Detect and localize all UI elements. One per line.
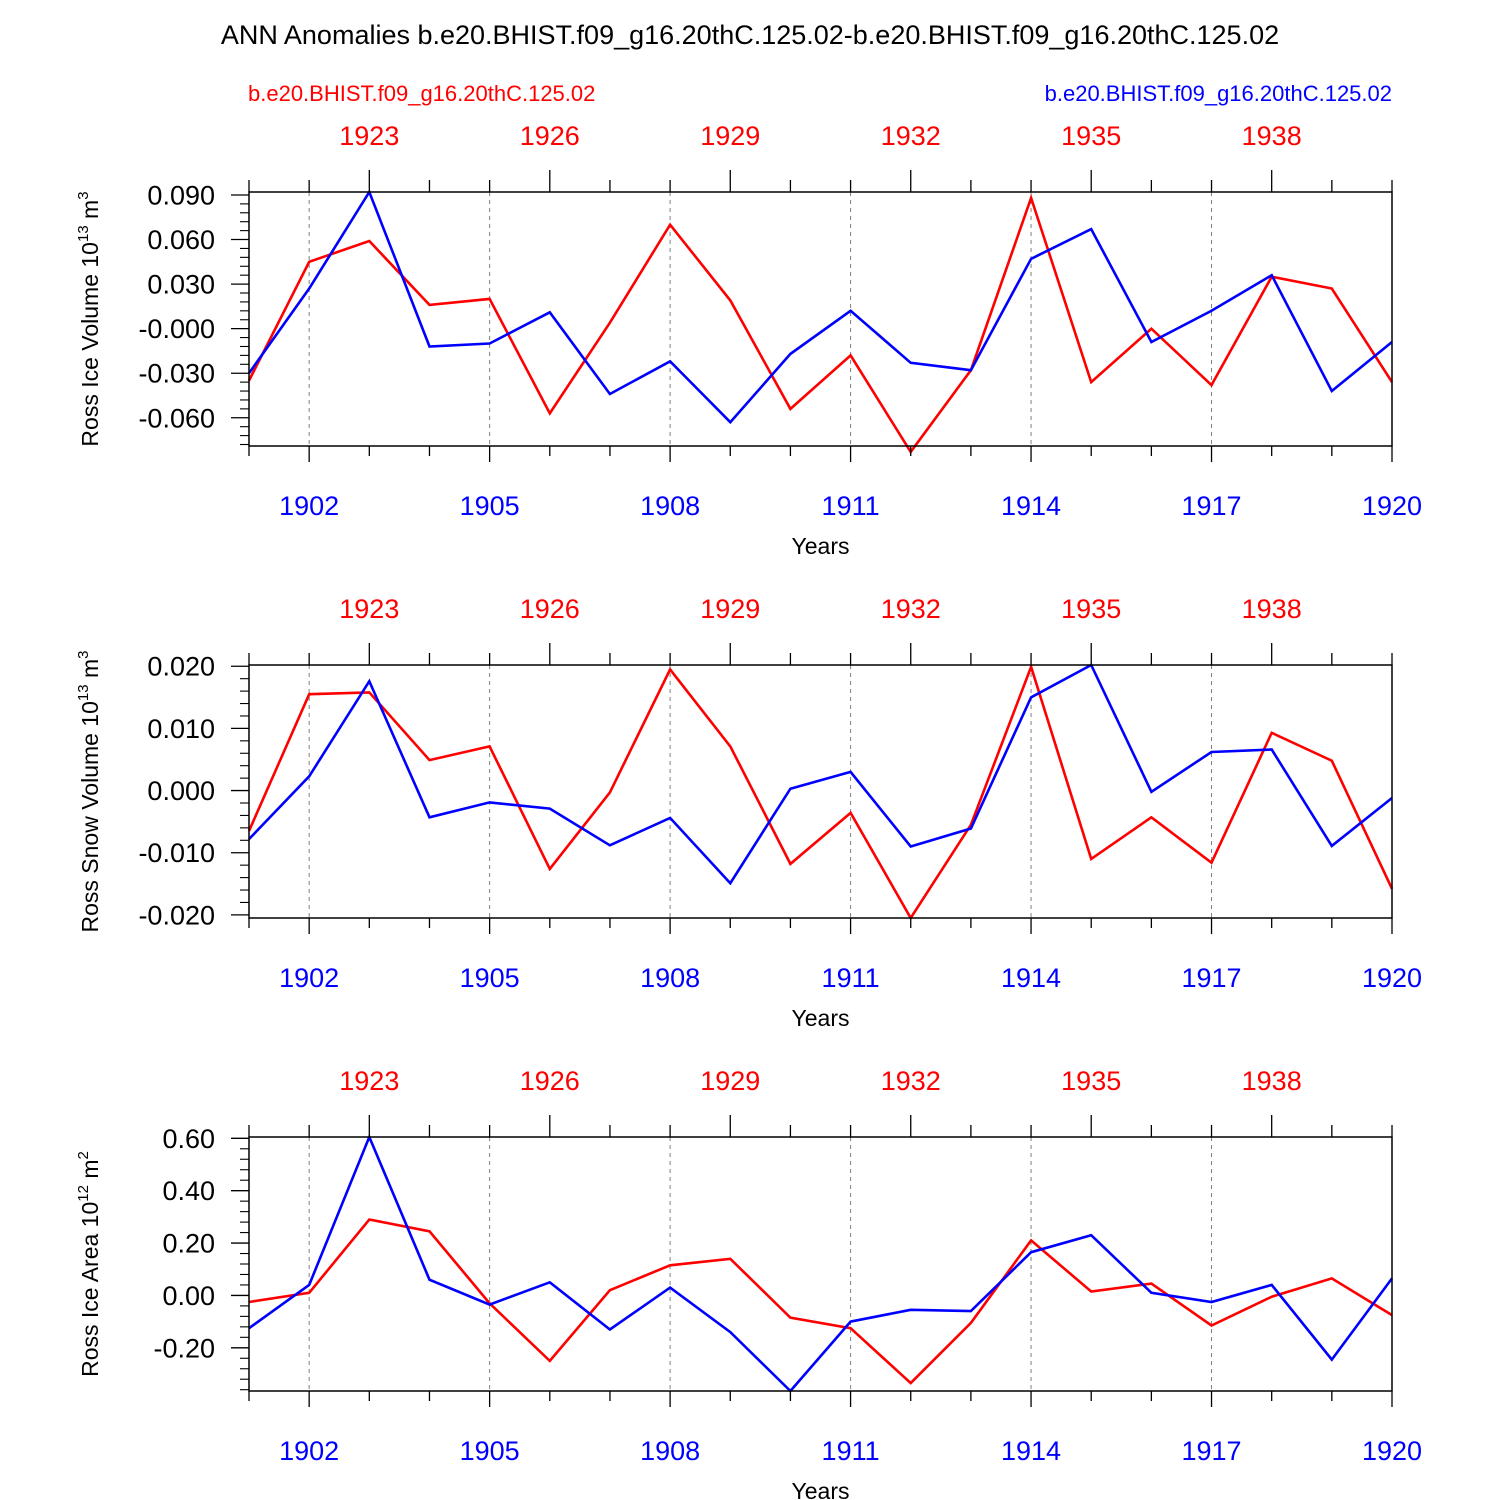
y-tick-label: -0.20 — [153, 1333, 215, 1363]
chart-panel-2: 1902 1905 1908 1911 1914 1917 1920 1923 1926 1929… — [75, 594, 1422, 1031]
y-axis-label-exponent: 13 — [75, 225, 92, 242]
y-tick-label: 0.00 — [162, 1281, 215, 1311]
x-tick-label-bottom: 1908 — [640, 1436, 700, 1466]
y-axis-label-unit-exponent: 3 — [75, 191, 92, 199]
x-tick-label-bottom: 1911 — [822, 491, 880, 521]
x-tick-label-bottom: 1920 — [1362, 1436, 1422, 1466]
x-tick-label-bottom: 1917 — [1181, 1436, 1241, 1466]
y-tick-label: 0.060 — [147, 225, 215, 255]
x-tick-label-top: 1929 — [700, 594, 760, 624]
x-tick-label-bottom: 1908 — [640, 491, 700, 521]
y-tick-label: 0.20 — [162, 1229, 215, 1259]
series-line-blue — [248, 1133, 1394, 1393]
y-axis-label-base: 10 — [77, 1202, 103, 1228]
x-tick-label-bottom: 1914 — [1001, 963, 1061, 993]
x-tick-label-bottom: 1920 — [1362, 491, 1422, 521]
series-line-red — [248, 1218, 1393, 1385]
x-axis-label: Years — [792, 533, 850, 559]
plot-frame — [248, 664, 1393, 919]
y-axis-label: Ross Snow Volume 1013 m3 — [75, 650, 103, 932]
y-axis-label-unit: m — [77, 200, 103, 219]
x-tick-label-bottom: 1902 — [279, 963, 339, 993]
x-tick-label-bottom: 1917 — [1181, 963, 1241, 993]
y-axis-label-name: Ross Ice Area — [77, 1233, 103, 1376]
x-tick-label-bottom: 1911 — [822, 963, 880, 993]
y-tick-label: -0.030 — [138, 359, 215, 389]
y-axis-label: Ross Ice Area 1012 m2 — [75, 1151, 103, 1377]
y-tick-label: 0.60 — [162, 1124, 215, 1154]
x-tick-label-bottom: 1917 — [1181, 491, 1241, 521]
y-axis-label-unit-exponent: 3 — [75, 650, 92, 658]
x-tick-label-bottom: 1902 — [279, 491, 339, 521]
x-tick-label-top: 1923 — [339, 1066, 399, 1096]
y-axis-label-unit: m — [77, 1159, 103, 1178]
y-axis-label-base: 10 — [77, 701, 103, 727]
x-tick-label-bottom: 1905 — [460, 491, 520, 521]
x-tick-label-top: 1932 — [881, 121, 941, 151]
y-tick-label: -0.060 — [138, 403, 215, 433]
y-axis-label-base: 10 — [77, 242, 103, 268]
chart-panel-1: 1902 1905 1908 1911 1914 1917 1920 1923 1926 1929… — [75, 121, 1422, 559]
x-tick-label-top: 1935 — [1061, 594, 1121, 624]
x-tick-label-top: 1932 — [881, 594, 941, 624]
x-tick-label-bottom: 1905 — [460, 963, 520, 993]
plot-frame — [248, 1136, 1393, 1392]
y-axis-label: Ross Ice Volume 1013 m3 — [75, 191, 103, 446]
legend-red-case: b.e20.BHIST.f09_g16.20thC.125.02 — [248, 81, 595, 106]
x-tick-label-top: 1935 — [1061, 1066, 1121, 1096]
x-tick-label-top: 1938 — [1242, 121, 1302, 151]
series-line-red — [247, 662, 1394, 921]
y-tick-label: 0.000 — [147, 776, 215, 806]
series-line-red — [247, 193, 1394, 455]
y-tick-label: 0.090 — [147, 180, 215, 210]
x-tick-label-top: 1926 — [520, 1066, 580, 1096]
chart-panel-3: 1902 1905 1908 1911 1914 1917 1920 1923 1926 1929… — [75, 1066, 1422, 1500]
series-line-blue — [247, 189, 1393, 425]
x-tick-label-top: 1938 — [1242, 594, 1302, 624]
x-tick-label-bottom: 1914 — [1001, 491, 1061, 521]
y-tick-label: 0.030 — [147, 270, 215, 300]
x-axis-label: Years — [792, 1478, 850, 1500]
y-axis-label-exponent: 12 — [75, 1185, 92, 1202]
legend-blue-case: b.e20.BHIST.f09_g16.20thC.125.02 — [1045, 81, 1392, 106]
y-tick-label: -0.010 — [138, 838, 215, 868]
chart-title: ANN Anomalies b.e20.BHIST.f09_g16.20thC.… — [221, 20, 1279, 50]
y-tick-label: 0.010 — [147, 714, 215, 744]
y-tick-label: 0.40 — [162, 1176, 215, 1206]
x-tick-label-top: 1932 — [881, 1066, 941, 1096]
x-tick-label-top: 1923 — [339, 594, 399, 624]
x-tick-label-bottom: 1920 — [1362, 963, 1422, 993]
x-tick-label-bottom: 1902 — [279, 1436, 339, 1466]
plot-frame — [248, 191, 1393, 447]
x-tick-label-bottom: 1911 — [822, 1436, 880, 1466]
x-tick-label-bottom: 1908 — [640, 963, 700, 993]
x-tick-label-top: 1926 — [520, 594, 580, 624]
x-tick-label-bottom: 1914 — [1001, 1436, 1061, 1466]
x-tick-label-top: 1929 — [700, 1066, 760, 1096]
y-axis-label-name: Ross Snow Volume — [77, 733, 103, 932]
y-axis-label-unit: m — [77, 659, 103, 678]
x-tick-label-top: 1923 — [339, 121, 399, 151]
x-tick-label-top: 1935 — [1061, 121, 1121, 151]
y-tick-label: -0.020 — [138, 900, 215, 930]
x-tick-label-top: 1929 — [700, 121, 760, 151]
y-tick-label: 0.020 — [147, 652, 215, 682]
y-axis-label-name: Ross Ice Volume — [77, 274, 103, 447]
x-tick-label-top: 1938 — [1242, 1066, 1302, 1096]
y-axis-label-exponent: 13 — [75, 684, 92, 701]
x-tick-label-top: 1926 — [520, 121, 580, 151]
x-axis-label: Years — [792, 1005, 850, 1031]
y-tick-label: -0.000 — [138, 314, 215, 344]
series-line-blue — [248, 663, 1393, 886]
y-axis-label-unit-exponent: 2 — [75, 1151, 92, 1159]
x-tick-label-bottom: 1905 — [460, 1436, 520, 1466]
